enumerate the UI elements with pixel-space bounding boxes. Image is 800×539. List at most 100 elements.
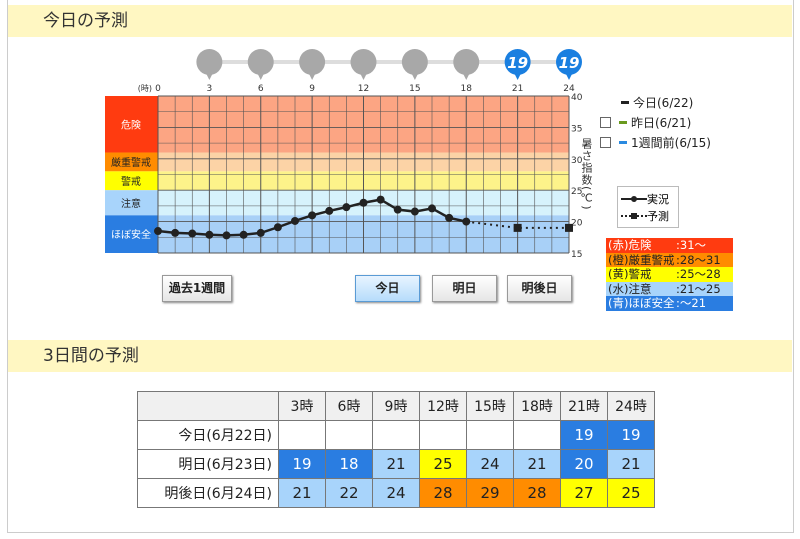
chart-legend: 今日(6/22) 昨日(6/21) 1週間前(6/15) xyxy=(600,92,711,152)
time-pin xyxy=(556,49,582,75)
past-week-button[interactable]: 過去1週間 xyxy=(162,275,232,302)
yesterday-checkbox[interactable] xyxy=(600,116,611,128)
value-cell: 21 xyxy=(372,449,420,479)
data-point xyxy=(359,198,368,207)
value-cell: 24 xyxy=(372,478,420,508)
level-name: (橙)厳重警戒 xyxy=(608,252,675,267)
level-name: (黄)警戒 xyxy=(608,267,652,281)
x-tick: 12 xyxy=(358,84,369,94)
pin-value: 19 xyxy=(559,54,580,72)
column-header: 9時 xyxy=(372,391,420,421)
y-tick: 15 xyxy=(571,250,582,260)
actual-line-icon xyxy=(621,196,647,202)
x-tick: 6 xyxy=(258,84,264,94)
band-label-bg xyxy=(105,96,158,153)
data-point xyxy=(308,211,317,220)
time-pin-tip xyxy=(359,72,368,80)
value-cell: 19 xyxy=(278,449,326,479)
data-point xyxy=(445,213,454,222)
level-row: (水)注意:21～25 xyxy=(606,281,733,296)
corner-cell xyxy=(137,391,279,421)
y-tick: 20 xyxy=(571,219,583,229)
value-cell: 27 xyxy=(560,478,608,508)
column-header: 18時 xyxy=(513,391,561,421)
level-name: (青)ほぼ安全 xyxy=(608,296,675,310)
level-range: :31～ xyxy=(676,238,707,252)
band-label-bg xyxy=(105,152,158,172)
value-cell: 18 xyxy=(325,449,373,479)
row-label: 明日(6月23日) xyxy=(137,449,279,479)
value-cell: 21 xyxy=(607,449,655,479)
data-point xyxy=(376,195,385,204)
forecast-point xyxy=(513,223,522,232)
x-tick: 18 xyxy=(461,84,473,94)
band-label: 危険 xyxy=(121,119,141,131)
section-title-3days: 3日間の予測 xyxy=(8,340,792,372)
x-tick: 24 xyxy=(563,84,575,94)
legend-label: 1週間前(6/15) xyxy=(631,135,711,150)
x-unit: (時) xyxy=(138,84,152,93)
tomorrow-button[interactable]: 明日 xyxy=(432,275,497,302)
table-row: 明後日(6月24日) 21 22 24 28 29 28 27 25 xyxy=(137,478,655,508)
table-row: 明日(6月23日) 19 18 21 25 24 21 20 21 xyxy=(137,449,655,479)
value-cell: 25 xyxy=(607,478,655,508)
level-row: (青)ほぼ安全:～21 xyxy=(606,296,733,311)
data-point xyxy=(171,228,180,237)
x-tick: 0 xyxy=(155,84,161,94)
day-after-button[interactable]: 明後日 xyxy=(507,275,572,302)
time-pin xyxy=(299,49,326,75)
column-header: 6時 xyxy=(325,391,373,421)
week-ago-checkbox[interactable] xyxy=(600,136,611,148)
value-cell: 28 xyxy=(513,478,561,508)
level-range: :～21 xyxy=(676,296,707,310)
x-tick: 9 xyxy=(309,84,315,94)
legend-week-ago[interactable]: 1週間前(6/15) xyxy=(600,132,711,152)
band-label: 警戒 xyxy=(121,175,141,188)
legend-actual: 実況 xyxy=(621,191,669,207)
today-button[interactable]: 今日 xyxy=(355,275,420,302)
legend-today: 今日(6/22) xyxy=(600,92,711,112)
level-name: (赤)危険 xyxy=(608,238,652,252)
row-label: 今日(6月22日) xyxy=(137,420,279,450)
value-cell: 25 xyxy=(419,449,467,479)
line-swatch xyxy=(621,100,629,104)
level-row: (黄)警戒 :25～28 xyxy=(606,267,733,282)
level-range: :25～28 xyxy=(676,267,721,281)
value-cell xyxy=(513,420,561,450)
column-header: 12時 xyxy=(419,391,467,421)
time-pin xyxy=(247,49,274,75)
time-pin-tip xyxy=(462,72,471,80)
x-tick: 21 xyxy=(512,84,523,94)
time-pin xyxy=(350,49,377,75)
forecast-line-icon xyxy=(621,213,647,219)
level-range: :21～25 xyxy=(676,281,721,296)
legend-label: 実況 xyxy=(647,193,669,206)
data-point xyxy=(239,230,248,239)
table-row: 今日(6月22日) 19 19 xyxy=(137,420,655,450)
time-pin-tip xyxy=(205,72,214,80)
line-swatch xyxy=(619,140,627,144)
legend-forecast: 予測 xyxy=(621,208,669,224)
data-point xyxy=(393,205,402,214)
value-cell: 21 xyxy=(513,449,561,479)
time-pin-tip xyxy=(565,72,573,80)
pin-value: 19 xyxy=(507,54,528,72)
data-point xyxy=(410,207,419,216)
band-label-bg xyxy=(105,190,158,216)
time-pin-tip xyxy=(308,72,317,80)
data-point xyxy=(273,223,282,232)
time-pin xyxy=(401,49,428,75)
data-point xyxy=(325,206,334,215)
band-label: ほぼ安全 xyxy=(111,228,151,241)
legend-yesterday[interactable]: 昨日(6/21) xyxy=(600,112,711,132)
band-label: 注意 xyxy=(121,197,141,210)
data-point xyxy=(154,227,162,236)
page-frame xyxy=(7,0,794,533)
value-cell xyxy=(278,420,326,450)
data-point xyxy=(188,229,197,238)
value-cell xyxy=(372,420,420,450)
forecast-point xyxy=(565,223,573,232)
x-tick: 15 xyxy=(409,84,420,94)
legend-label: 予測 xyxy=(647,210,669,223)
